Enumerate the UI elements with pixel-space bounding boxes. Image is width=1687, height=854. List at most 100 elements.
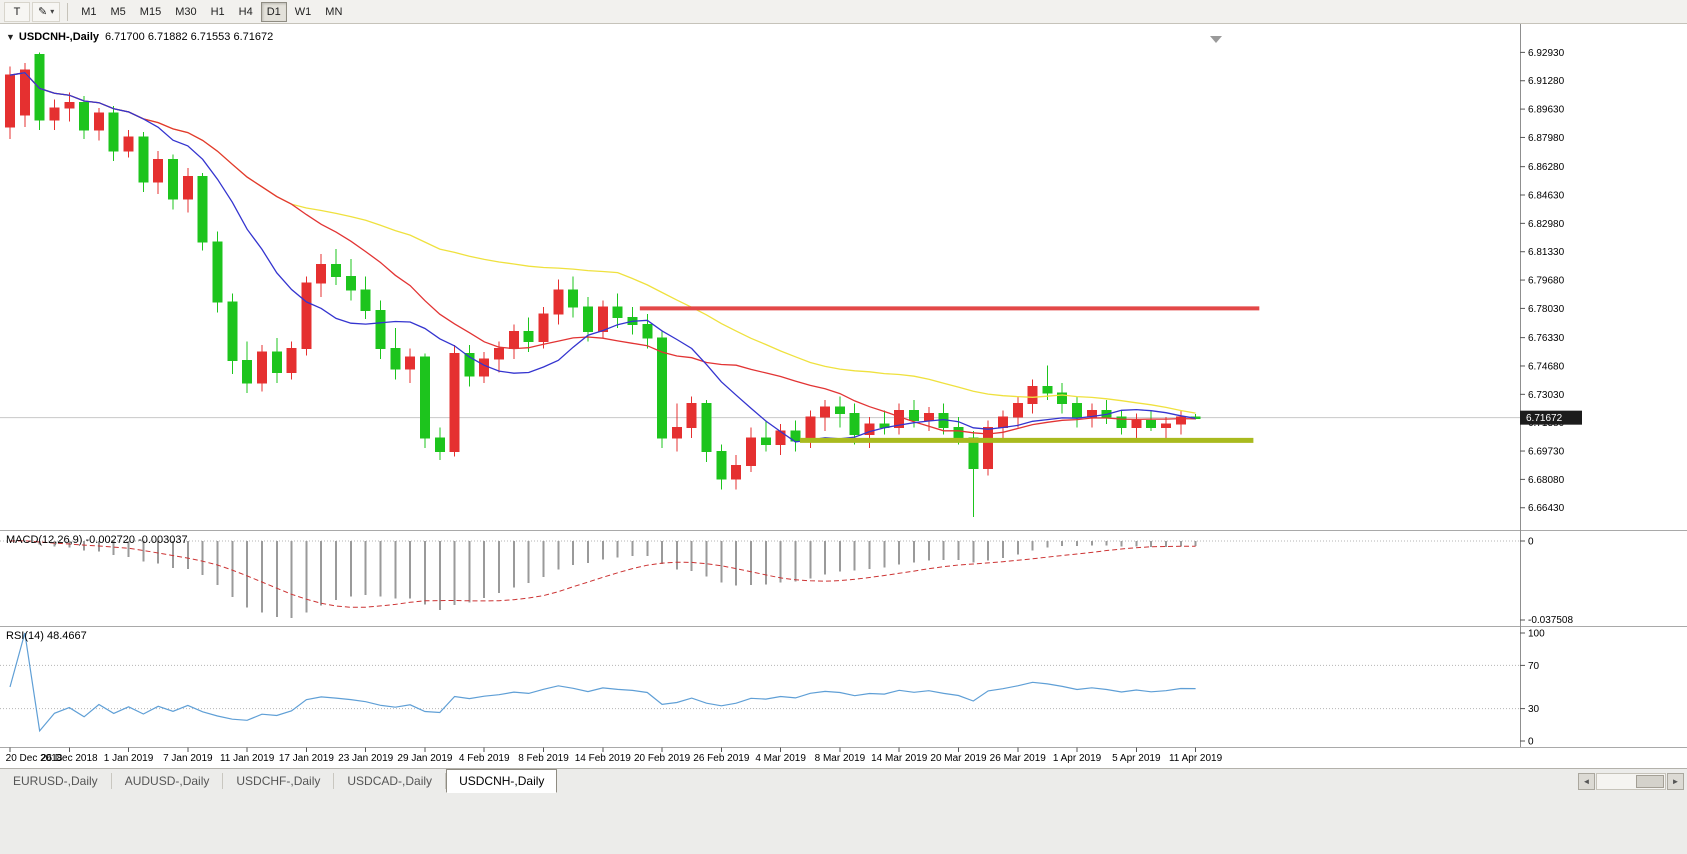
scrollbar-thumb[interactable] (1636, 774, 1664, 788)
time-axis-label: 11 Apr 2019 (1169, 753, 1223, 764)
price-scale-label: 6.74680 (1528, 361, 1565, 372)
scroll-right-button[interactable]: ► (1667, 772, 1684, 790)
time-axis-label: 20 Feb 2019 (634, 753, 691, 764)
ma-mid-red (9, 72, 1196, 435)
rsi-indicator-name: RSI(14) (6, 630, 44, 642)
tab-separator (445, 773, 447, 789)
time-axis-label: 8 Feb 2019 (518, 753, 569, 764)
price-scale-label: 6.78030 (1528, 304, 1565, 315)
toolbar: T ✎ ▾ M1 M5 M15 M30 H1 H4 D1 W1 MN (0, 0, 1687, 24)
macd-scale-label: 0 (1528, 537, 1534, 548)
time-axis-label: 23 Jan 2019 (338, 753, 393, 764)
tab-separator (110, 773, 112, 789)
rsi-label: RSI(14) 48.4667 (6, 630, 87, 642)
draw-tool-icon: ✎ (38, 6, 48, 18)
dropdown-arrow-icon: ▾ (50, 7, 55, 16)
price-scale-label: 6.69730 (1528, 447, 1565, 458)
time-axis-label: 8 Mar 2019 (815, 753, 866, 764)
macd-panel: 0 -0.037508 (0, 537, 1573, 626)
time-axis-label: 4 Mar 2019 (755, 753, 806, 764)
moving-averages-layer (9, 72, 1196, 443)
rsi-panel: 100 70 30 0 (0, 629, 1545, 748)
time-axis-label: 11 Jan 2019 (220, 753, 275, 764)
ma-fast-blue (9, 72, 1196, 443)
price-scale-label: 6.92930 (1528, 48, 1565, 59)
macd-indicator-values: -0.002720 -0.003037 (85, 534, 188, 546)
chart-canvas[interactable]: 6.92930 6.91280 6.89630 6.87980 6.86280 6.846… (0, 24, 1687, 768)
macd-scale-label: -0.037508 (1528, 615, 1573, 626)
text-tool-button[interactable]: T (4, 1, 30, 22)
chart-ohlc-values: 6.71700 6.71882 6.71553 6.71672 (105, 31, 274, 43)
time-axis: 20 Dec 201826 Dec 2018 1 Jan 2019 7 Jan 20… (6, 747, 1223, 764)
timeframe-mn-button[interactable]: MN (319, 2, 348, 22)
price-scale-label: 6.84630 (1528, 191, 1565, 202)
price-scale-label: 6.86280 (1528, 162, 1565, 173)
time-axis-label: 5 Apr 2019 (1112, 753, 1161, 764)
time-axis-label: 1 Jan 2019 (104, 753, 154, 764)
timeframe-h1-button[interactable]: H1 (205, 2, 231, 22)
tab-usdcad[interactable]: USDCAD-,Daily (347, 774, 433, 788)
rsi-scale-label: 100 (1528, 629, 1545, 640)
price-scale-label: 6.82980 (1528, 219, 1565, 230)
candlesticks-layer (5, 52, 1201, 517)
price-scale-label: 6.91280 (1528, 76, 1565, 87)
symbol-tabbar: EURUSD-,Daily AUDUSD-,Daily USDCHF-,Daily U… (0, 768, 1687, 793)
time-axis-label: 26 Mar 2019 (990, 753, 1047, 764)
rsi-scale-label: 30 (1528, 704, 1540, 715)
tab-audusd[interactable]: AUDUSD-,Daily (124, 774, 210, 788)
scrollbar-track[interactable] (1596, 772, 1666, 790)
window-bottom-filler (0, 793, 1687, 854)
timeframe-m5-button[interactable]: M5 (105, 2, 132, 22)
timeframe-d1-button[interactable]: D1 (260, 1, 287, 22)
timeframe-w1-button[interactable]: W1 (289, 2, 318, 22)
timeframe-m30-button[interactable]: M30 (169, 2, 202, 22)
time-axis-label: 20 Mar 2019 (930, 753, 987, 764)
price-scale-label: 6.73030 (1528, 390, 1565, 401)
price-scale-label: 6.81330 (1528, 247, 1565, 258)
timeframe-h4-button[interactable]: H4 (233, 2, 259, 22)
macd-indicator-name: MACD(12,26,9) (6, 534, 83, 546)
horizontal-scrollbar[interactable]: ◄ ► (1575, 769, 1687, 793)
chart-shift-marker[interactable] (1210, 36, 1222, 43)
tab-separator (333, 773, 335, 789)
price-scale-label: 6.79680 (1528, 276, 1565, 287)
time-axis-label: 26 Dec 2018 (41, 753, 98, 764)
time-axis-label: 20 Dec 2018 (6, 753, 63, 764)
chart-title: ▼ USDCNH-,Daily 6.71700 6.71882 6.71553 6.… (6, 31, 273, 43)
rsi-indicator-value: 48.4667 (46, 630, 87, 642)
time-axis-label: 4 Feb 2019 (459, 753, 510, 764)
draw-tool-button[interactable]: ✎ ▾ (32, 1, 61, 22)
timeframe-m1-button[interactable]: M1 (75, 2, 102, 22)
chart-symbol-label: USDCNH-,Daily (18, 31, 99, 43)
price-scale-label: 6.68080 (1528, 475, 1565, 486)
text-tool-icon: T (13, 5, 21, 18)
price-scale-label: 6.66430 (1528, 503, 1565, 514)
time-axis-label: 29 Jan 2019 (397, 753, 452, 764)
time-axis-label: 14 Feb 2019 (575, 753, 632, 764)
time-scale-drag-zone[interactable] (0, 748, 1520, 768)
tab-eurusd[interactable]: EURUSD-,Daily (13, 774, 98, 788)
price-scale-label: 6.89630 (1528, 105, 1565, 116)
rsi-scale-label: 0 (1528, 737, 1534, 748)
current-price-badge (1520, 410, 1582, 425)
macd-histogram (23, 540, 1197, 618)
price-scale-label: 6.87980 (1528, 133, 1565, 144)
time-axis-label: 7 Jan 2019 (163, 753, 213, 764)
time-axis-label: 26 Feb 2019 (693, 753, 750, 764)
price-scale-drag-zone[interactable] (1520, 24, 1687, 747)
macd-label: MACD(12,26,9) -0.002720 -0.003037 (6, 534, 188, 546)
scroll-left-button[interactable]: ◄ (1578, 772, 1595, 790)
tab-separator (222, 773, 224, 789)
time-axis-label: 1 Apr 2019 (1053, 753, 1102, 764)
time-axis-label: 14 Mar 2019 (871, 753, 928, 764)
tab-usdchf[interactable]: USDCHF-,Daily (236, 774, 321, 788)
time-axis-label: 17 Jan 2019 (279, 753, 334, 764)
rsi-scale-label: 70 (1528, 661, 1540, 672)
chart-dropdown-icon[interactable]: ▼ (6, 32, 15, 42)
tab-usdcnh[interactable]: USDCNH-,Daily (446, 769, 558, 793)
rsi-line (9, 632, 1196, 733)
timeframe-m15-button[interactable]: M15 (134, 2, 167, 22)
price-scale-label: 6.76330 (1528, 333, 1565, 344)
toolbar-separator (67, 2, 69, 21)
current-price-badge-text: 6.71672 (1526, 413, 1563, 424)
